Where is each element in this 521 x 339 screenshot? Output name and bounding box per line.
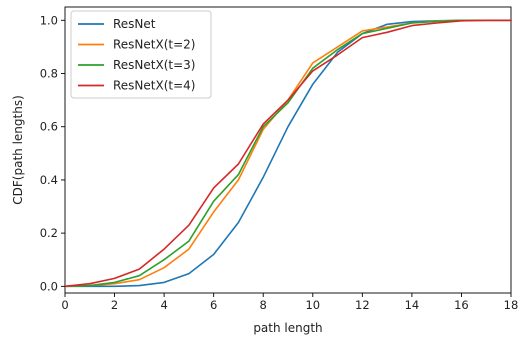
legend-label: ResNetX(t=2)	[113, 38, 195, 52]
plot-frame	[64, 6, 512, 294]
series-layer	[64, 19, 512, 288]
legend-label: ResNetX(t=3)	[113, 58, 195, 72]
legend-label: ResNet	[113, 17, 156, 31]
x-tick-label: 16	[454, 298, 469, 312]
series-line-3	[64, 19, 512, 288]
x-tick-label: 2	[111, 298, 118, 312]
y-axis-title: CDF(path lengths)	[11, 95, 25, 204]
legend-label: ResNetX(t=4)	[113, 79, 195, 93]
y-tick-label: 0.4	[40, 173, 58, 187]
y-tick-label: 1.0	[40, 13, 58, 27]
x-tick-label: 8	[260, 298, 267, 312]
legend-box	[70, 10, 212, 99]
x-tick-label: 0	[61, 298, 68, 312]
x-tick-label: 12	[355, 298, 370, 312]
y-tick-label: 0.8	[40, 67, 58, 81]
series-line-4	[64, 19, 512, 288]
x-axis-title: path length	[253, 321, 322, 335]
x-tick-label: 14	[405, 298, 420, 312]
x-axis: 0 2 4 6 8 10 12 14 16 18	[61, 293, 518, 312]
x-tick-label: 10	[305, 298, 320, 312]
y-tick-label: 0.6	[40, 120, 58, 134]
x-tick-label: 6	[210, 298, 217, 312]
x-tick-label: 18	[504, 298, 519, 312]
legend: ResNet ResNetX(t=2) ResNetX(t=3) ResNetX(t=…	[70, 10, 212, 99]
x-tick-label: 4	[160, 298, 167, 312]
y-axis: 0.0 0.2 0.4 0.6 0.8 1.0	[40, 13, 65, 293]
y-tick-label: 0.2	[40, 226, 58, 240]
y-tick-label: 0.0	[40, 279, 58, 293]
